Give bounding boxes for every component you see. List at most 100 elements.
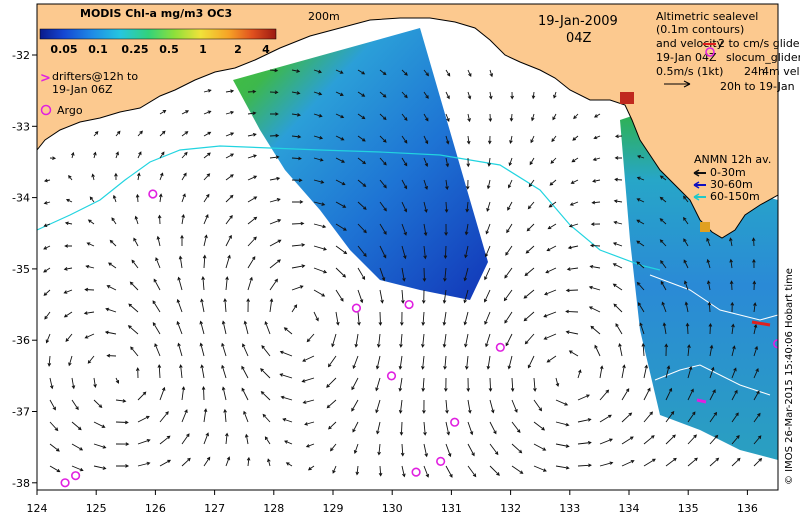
- velocity-arrow: [64, 221, 73, 226]
- velocity-arrow: [200, 364, 205, 379]
- velocity-arrow: [156, 235, 161, 247]
- velocity-arrow: [488, 377, 493, 392]
- colorbar-title: MODIS Chl-a mg/m3 OC3: [80, 7, 232, 20]
- velocity-arrow: [130, 346, 139, 357]
- velocity-arrow: [203, 214, 209, 225]
- velocity-arrow: [181, 213, 185, 225]
- velocity-arrow: [421, 377, 426, 392]
- x-axis-tick-label: 131: [441, 502, 462, 515]
- colorbar-tick-label: 0.1: [88, 43, 108, 56]
- velocity-arrow: [401, 465, 406, 478]
- velocity-arrow: [423, 135, 429, 145]
- drifters-legend: > drifters@12h to 19-Jan 06Z: [40, 70, 138, 96]
- velocity-arrow: [357, 135, 366, 142]
- velocity-arrow: [221, 342, 227, 357]
- velocity-arrow: [260, 391, 271, 401]
- velocity-arrow: [731, 367, 737, 379]
- velocity-arrow: [378, 311, 383, 326]
- velocity-arrow: [376, 421, 381, 435]
- velocity-arrow: [313, 113, 323, 118]
- velocity-arrow: [590, 222, 601, 226]
- velocity-arrow: [636, 219, 645, 225]
- velocity-arrow: [313, 245, 327, 251]
- velocity-arrow: [422, 267, 427, 282]
- velocity-arrow: [753, 302, 757, 313]
- velocity-arrow: [505, 245, 513, 256]
- velocity-arrow: [181, 172, 187, 181]
- velocity-arrow: [313, 289, 326, 297]
- velocity-arrow: [291, 156, 302, 161]
- velocity-scale-arrowhead: [683, 80, 691, 88]
- velocity-arrow: [269, 259, 281, 269]
- velocity-arrow: [352, 355, 359, 369]
- velocity-arrow: [687, 388, 694, 401]
- velocity-arrow: [157, 364, 162, 379]
- velocity-arrow: [306, 333, 315, 343]
- velocity-arrow: [423, 223, 428, 237]
- velocity-arrow: [104, 330, 117, 335]
- velocity-arrow: [307, 465, 315, 471]
- velocity-arrow: [706, 237, 711, 247]
- velocity-arrow: [291, 134, 302, 139]
- velocity-arrow: [687, 434, 697, 445]
- velocity-arrow: [443, 267, 447, 282]
- velocity-arrow: [154, 343, 161, 357]
- velocity-arrow: [511, 399, 518, 413]
- velocity-arrow: [753, 435, 762, 445]
- velocity-arrow: [752, 258, 756, 269]
- velocity-arrow: [577, 463, 592, 468]
- velocity-arrow: [731, 345, 736, 357]
- argo-legend-label: Argo: [57, 104, 83, 117]
- velocity-arrow: [247, 175, 258, 181]
- velocity-arrow: [565, 330, 579, 335]
- velocity-arrow: [421, 333, 425, 348]
- velocity-arrow: [599, 389, 610, 401]
- x-axis-tick-label: 136: [737, 502, 758, 515]
- velocity-arrow: [527, 201, 535, 210]
- velocity-arrow: [662, 322, 667, 335]
- velocity-arrow: [352, 421, 359, 433]
- velocity-arrow: [466, 135, 471, 145]
- velocity-arrow: [379, 267, 386, 282]
- velocity-arrow: [659, 175, 667, 181]
- velocity-arrow: [577, 418, 592, 423]
- velocity-arrow: [332, 465, 337, 474]
- velocity-arrow: [335, 135, 345, 141]
- velocity-arrow: [244, 433, 249, 445]
- velocity-arrow: [331, 333, 337, 348]
- velocity-arrow: [484, 245, 491, 258]
- velocity-arrow: [488, 91, 493, 100]
- velocity-arrow: [159, 130, 166, 137]
- velocity-arrow: [593, 135, 601, 140]
- velocity-arrow: [269, 239, 282, 247]
- y-axis-tick-label: -33: [12, 120, 30, 133]
- velocity-arrow: [242, 343, 249, 357]
- velocity-arrow: [131, 259, 139, 269]
- velocity-arrow: [590, 325, 601, 335]
- velocity-arrow: [709, 457, 720, 467]
- velocity-arrow: [357, 245, 367, 257]
- velocity-arrow: [661, 301, 667, 313]
- velocity-arrow: [549, 179, 557, 186]
- velocity-arrow: [729, 280, 734, 291]
- velocity-arrow: [225, 214, 233, 225]
- velocity-arrow: [463, 267, 469, 282]
- velocity-arrow: [353, 443, 359, 454]
- y-axis: -32 -33 -34 -35 -36 -37 -38: [12, 49, 37, 490]
- velocity-arrow: [621, 459, 635, 467]
- velocity-arrow: [643, 458, 656, 467]
- velocity-arrow: [706, 280, 711, 291]
- velocity-arrow: [203, 152, 211, 159]
- velocity-arrow: [524, 267, 535, 277]
- image-date: 19-Jan-2009: [538, 14, 618, 29]
- velocity-arrow: [572, 135, 579, 141]
- velocity-arrow: [379, 223, 387, 235]
- argo-float-marker: [411, 467, 421, 477]
- velocity-arrow: [247, 256, 256, 269]
- velocity-arrow: [84, 333, 95, 339]
- velocity-arrow: [201, 276, 205, 291]
- velocity-arrow: [44, 311, 51, 320]
- velocity-arrow: [64, 244, 72, 248]
- velocity-arrow: [510, 91, 514, 100]
